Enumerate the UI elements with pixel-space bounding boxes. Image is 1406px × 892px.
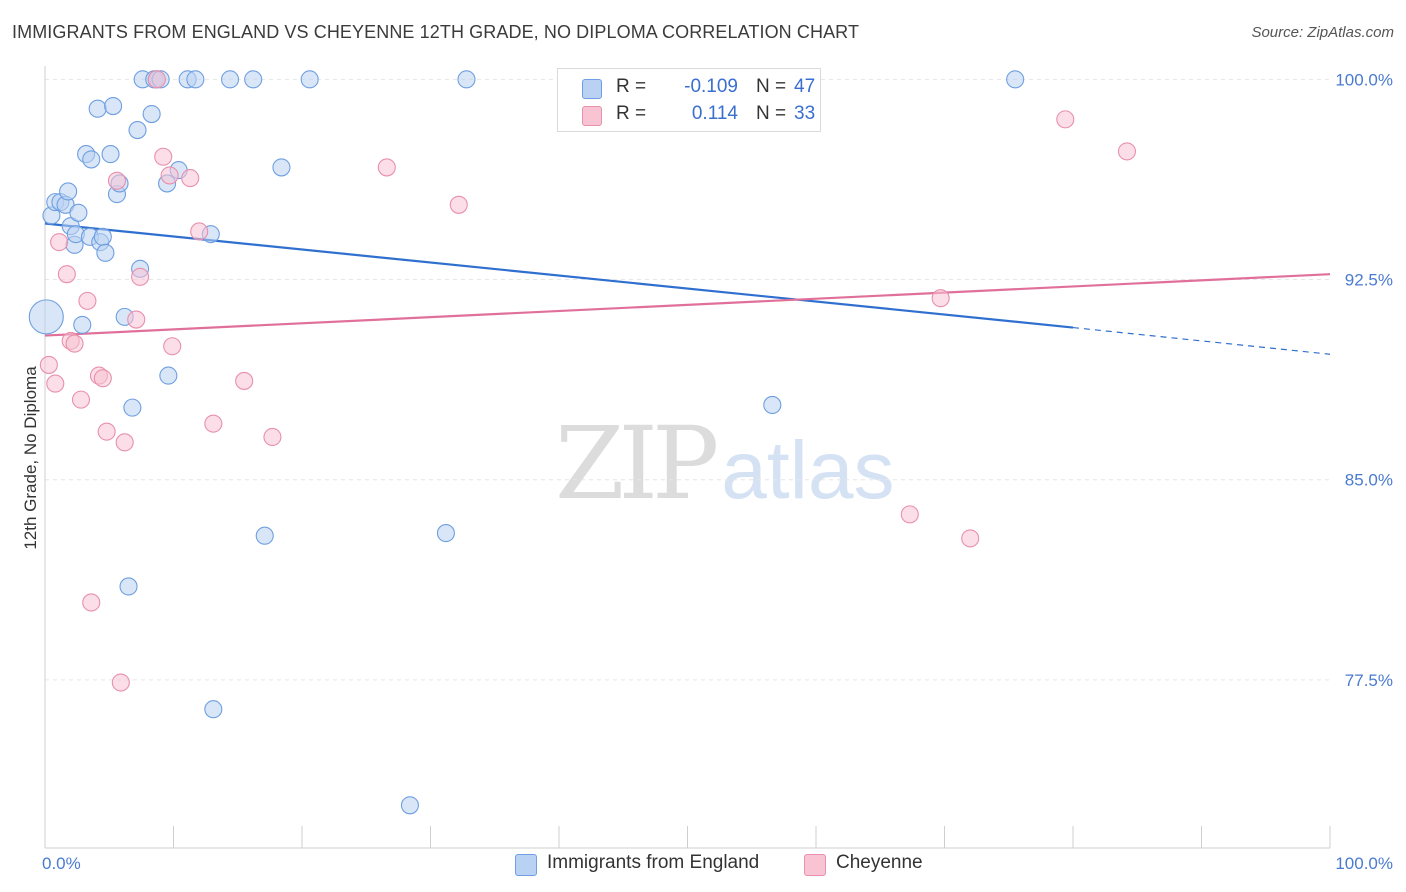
legend-n-value: 33	[794, 103, 816, 124]
england-point	[104, 96, 123, 116]
england-point	[763, 395, 782, 415]
cheyenne-point	[127, 310, 146, 329]
legend-n-value: 47	[794, 76, 816, 97]
cheyenne-point	[377, 158, 396, 177]
england-point	[272, 158, 291, 177]
chart-title: IMMIGRANTS FROM ENGLAND VS CHEYENNE 12TH…	[12, 22, 860, 42]
cheyenne-point	[131, 267, 150, 286]
series-swatch-blue	[515, 854, 537, 876]
england-point	[457, 70, 476, 89]
cheyenne-point	[163, 337, 182, 356]
axis-layer: 100.0% 92.5% 85.0% 77.5% 0.0% 100.0%	[42, 66, 1393, 873]
england-point	[142, 104, 161, 124]
cheyenne-point	[1056, 110, 1075, 129]
cheyenne-point	[82, 593, 101, 612]
y-tick-label: 100.0%	[1335, 70, 1393, 89]
england-point	[69, 203, 88, 222]
england-point	[59, 182, 78, 201]
cheyenne-point	[900, 505, 919, 524]
cheyenne-point	[71, 390, 91, 409]
cheyenne-point	[1117, 142, 1137, 161]
y-tick-label: 92.5%	[1345, 271, 1393, 290]
cheyenne-point	[147, 70, 166, 89]
trend-layer	[44, 222, 1331, 355]
cheyenne-point	[190, 222, 209, 241]
source-label: Source: ZipAtlas.com	[1251, 24, 1394, 41]
series-name: Immigrants from England	[547, 852, 760, 873]
england-trend-extension	[1072, 326, 1331, 355]
cheyenne-point	[115, 433, 134, 452]
cheyenne-trend-line	[44, 273, 1331, 337]
x-tick-label: 0.0%	[42, 854, 81, 873]
england-point	[101, 145, 120, 164]
cheyenne-point	[57, 265, 76, 284]
england-point	[82, 150, 101, 169]
cheyenne-point	[154, 147, 173, 166]
cheyenne-point	[50, 233, 69, 252]
watermark: ZIPatlas	[555, 405, 895, 522]
cheyenne-point	[97, 422, 116, 441]
cheyenne-point	[46, 374, 65, 393]
england-point	[93, 227, 112, 246]
cheyenne-point	[93, 369, 112, 388]
legend-n-label: N =	[756, 103, 787, 124]
england-point	[300, 70, 319, 89]
england-point	[119, 577, 138, 596]
legend-r-value: -0.109	[684, 76, 738, 97]
cheyenne-point	[65, 334, 84, 353]
cheyenne-point	[263, 427, 282, 447]
england-point	[436, 524, 455, 543]
cheyenne-point	[961, 529, 980, 548]
england-point	[73, 315, 92, 334]
england-point	[255, 526, 274, 545]
series-name: Cheyenne	[836, 852, 923, 873]
england-point	[159, 366, 178, 385]
points-layer	[28, 70, 1137, 815]
cheyenne-point	[111, 673, 130, 692]
watermark-atlas: atlas	[721, 425, 895, 516]
y-tick-label: 85.0%	[1345, 471, 1393, 490]
cheyenne-point	[204, 414, 223, 433]
cheyenne-point	[449, 195, 468, 214]
legend-swatch-pink	[582, 106, 602, 126]
stats-legend: R = -0.109 N = 47 R = 0.114 N = 33	[557, 68, 821, 132]
y-tick-label: 77.5%	[1345, 671, 1393, 690]
legend-n-label: N =	[756, 76, 787, 97]
england-point	[128, 121, 147, 140]
england-point	[186, 70, 205, 89]
series-legend: Immigrants from England Cheyenne	[0, 852, 1406, 878]
legend-r-label: R =	[616, 103, 647, 124]
england-point	[400, 796, 419, 815]
cheyenne-point	[107, 171, 127, 190]
cheyenne-point	[39, 355, 58, 374]
england-point	[220, 70, 240, 89]
legend-r-label: R =	[616, 76, 647, 97]
england-point	[1006, 70, 1025, 89]
cheyenne-point	[181, 169, 200, 188]
cheyenne-point	[235, 371, 254, 390]
series-swatch-pink	[804, 854, 826, 876]
england-point	[204, 700, 223, 719]
england-point	[244, 70, 263, 89]
watermark-zip: ZIP	[555, 405, 719, 522]
cheyenne-point	[78, 291, 97, 310]
england-point	[88, 99, 107, 118]
legend-r-value: 0.114	[691, 103, 738, 124]
england-point	[96, 243, 115, 262]
england-point	[123, 398, 142, 417]
england-point	[28, 299, 64, 335]
cheyenne-point	[931, 289, 950, 308]
cheyenne-point	[160, 166, 179, 185]
y-axis-label: 12th Grade, No Diploma	[21, 366, 40, 550]
x-tick-label: 100.0%	[1335, 854, 1393, 873]
legend-swatch-blue	[582, 79, 602, 99]
